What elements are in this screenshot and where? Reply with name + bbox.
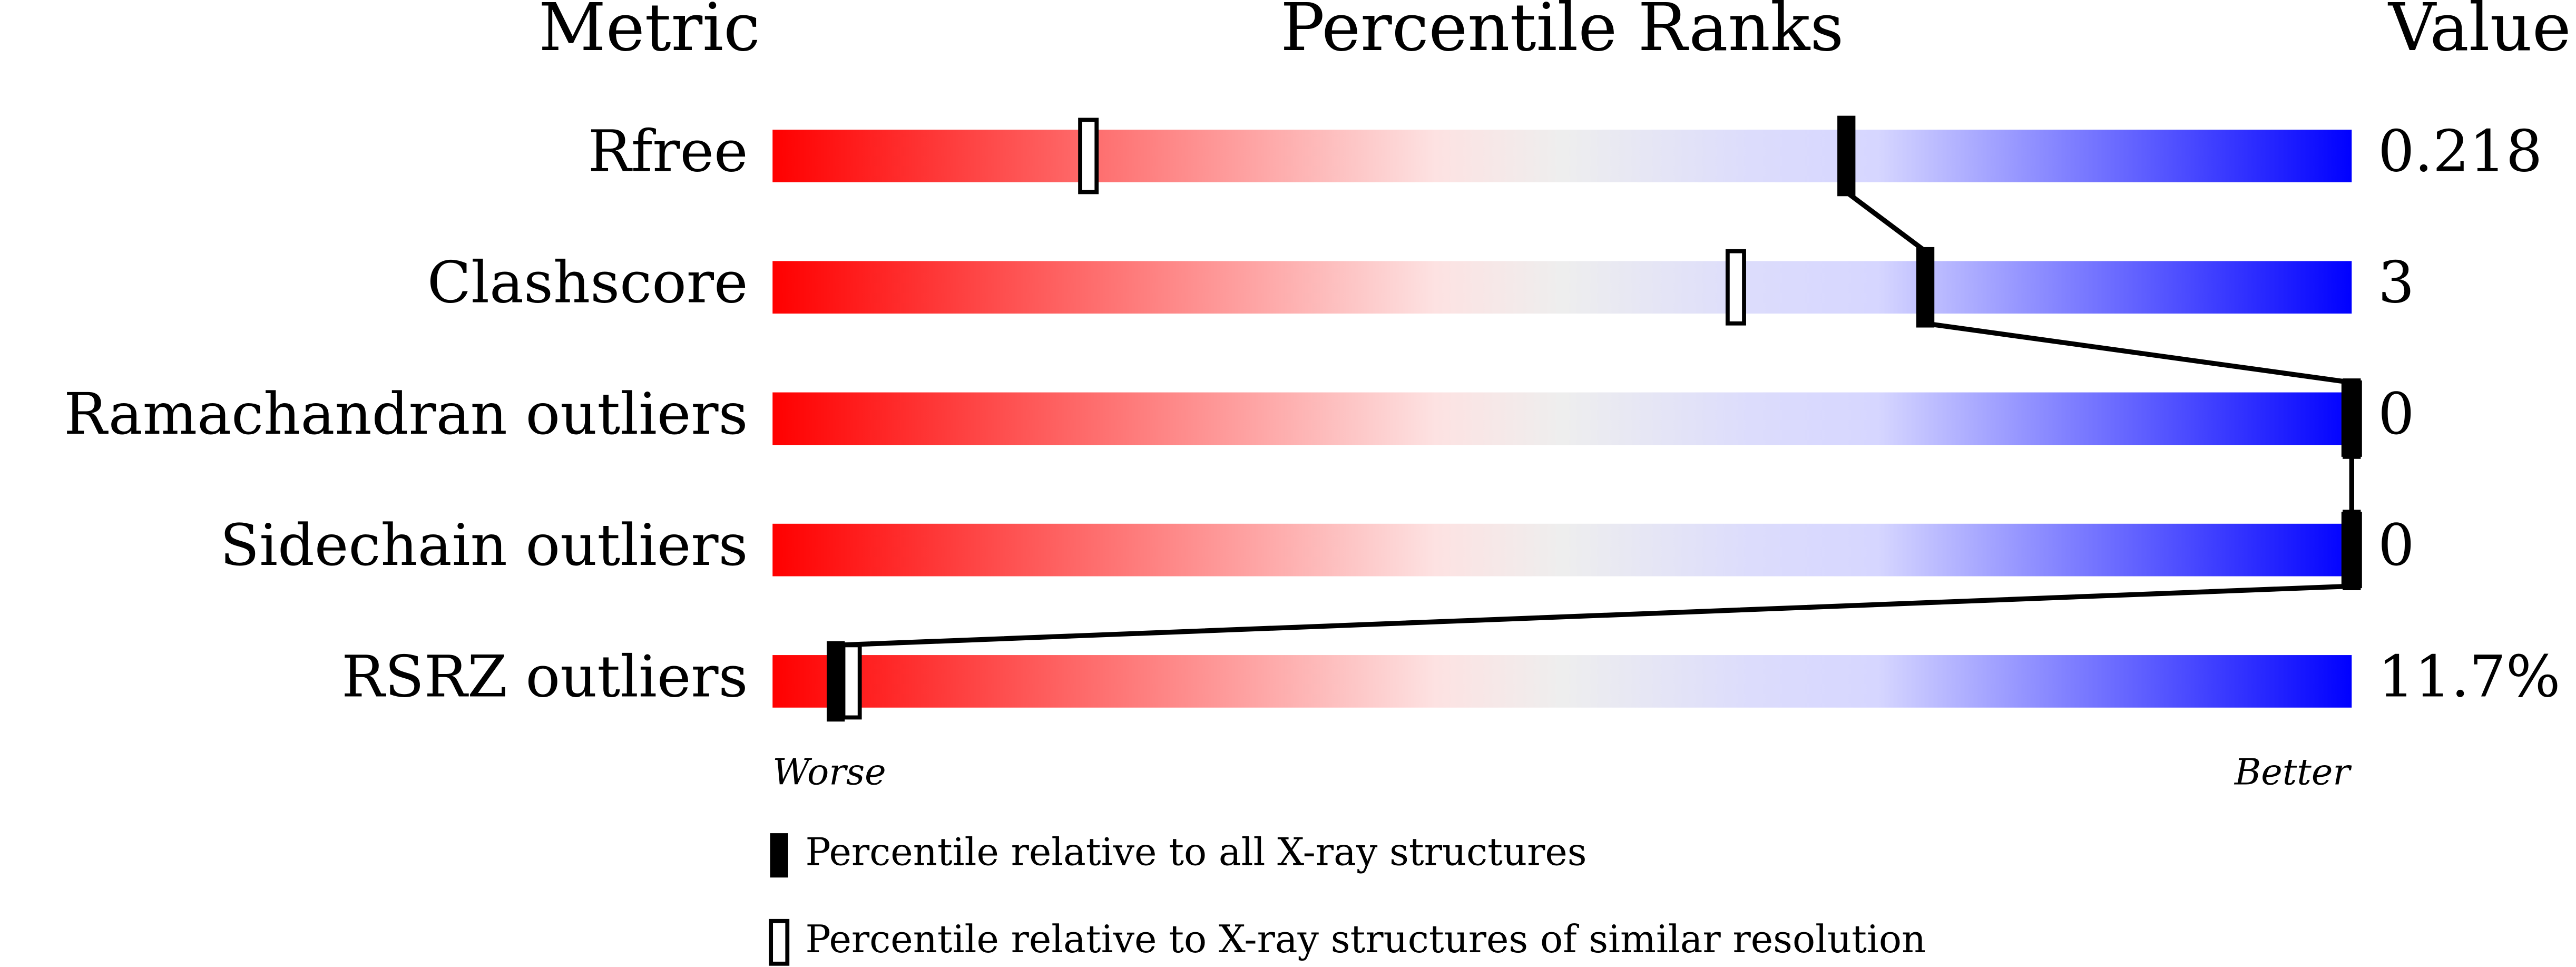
x-low-label: Worse (772, 751, 886, 793)
metric-value: 3 (2378, 249, 2414, 316)
x-high-label: Better (2234, 751, 2353, 793)
metric-label: Ramachandran outliers (64, 380, 748, 447)
metric-value: 0 (2378, 512, 2414, 579)
metric-label: Clashscore (427, 249, 748, 316)
all-structures-marker (2343, 510, 2361, 591)
metric-label: Sidechain outliers (220, 512, 748, 579)
value-header: Value (2387, 0, 2571, 66)
metric-value: 0 (2378, 380, 2414, 447)
legend-swatch (770, 833, 788, 878)
legend-label: Percentile relative to all X-ray structu… (806, 830, 1587, 874)
chart-title: Percentile Ranks (1280, 0, 1844, 66)
percentile-bar (772, 523, 2352, 577)
all-structures-marker (1837, 115, 1856, 197)
all-structures-marker (826, 641, 845, 722)
all-structures-marker (1916, 247, 1935, 328)
metric-value: 0.218 (2378, 118, 2542, 184)
metric-value: 11.7% (2378, 643, 2560, 710)
percentile-bar (772, 261, 2352, 314)
similar-resolution-marker (841, 643, 862, 720)
legend-label: Percentile relative to X-ray structures … (806, 917, 1926, 961)
similar-resolution-marker (1078, 118, 1099, 194)
percentile-bar (772, 130, 2352, 182)
all-structures-marker (2343, 378, 2361, 459)
metric-header: Metric (538, 0, 760, 66)
percentile-bar (772, 655, 2352, 708)
metric-label: RSRZ outliers (341, 643, 748, 710)
similar-resolution-marker (1725, 249, 1746, 326)
metric-label: Rfree (588, 118, 748, 184)
percentile-bar (772, 392, 2352, 445)
legend-swatch (769, 919, 790, 966)
